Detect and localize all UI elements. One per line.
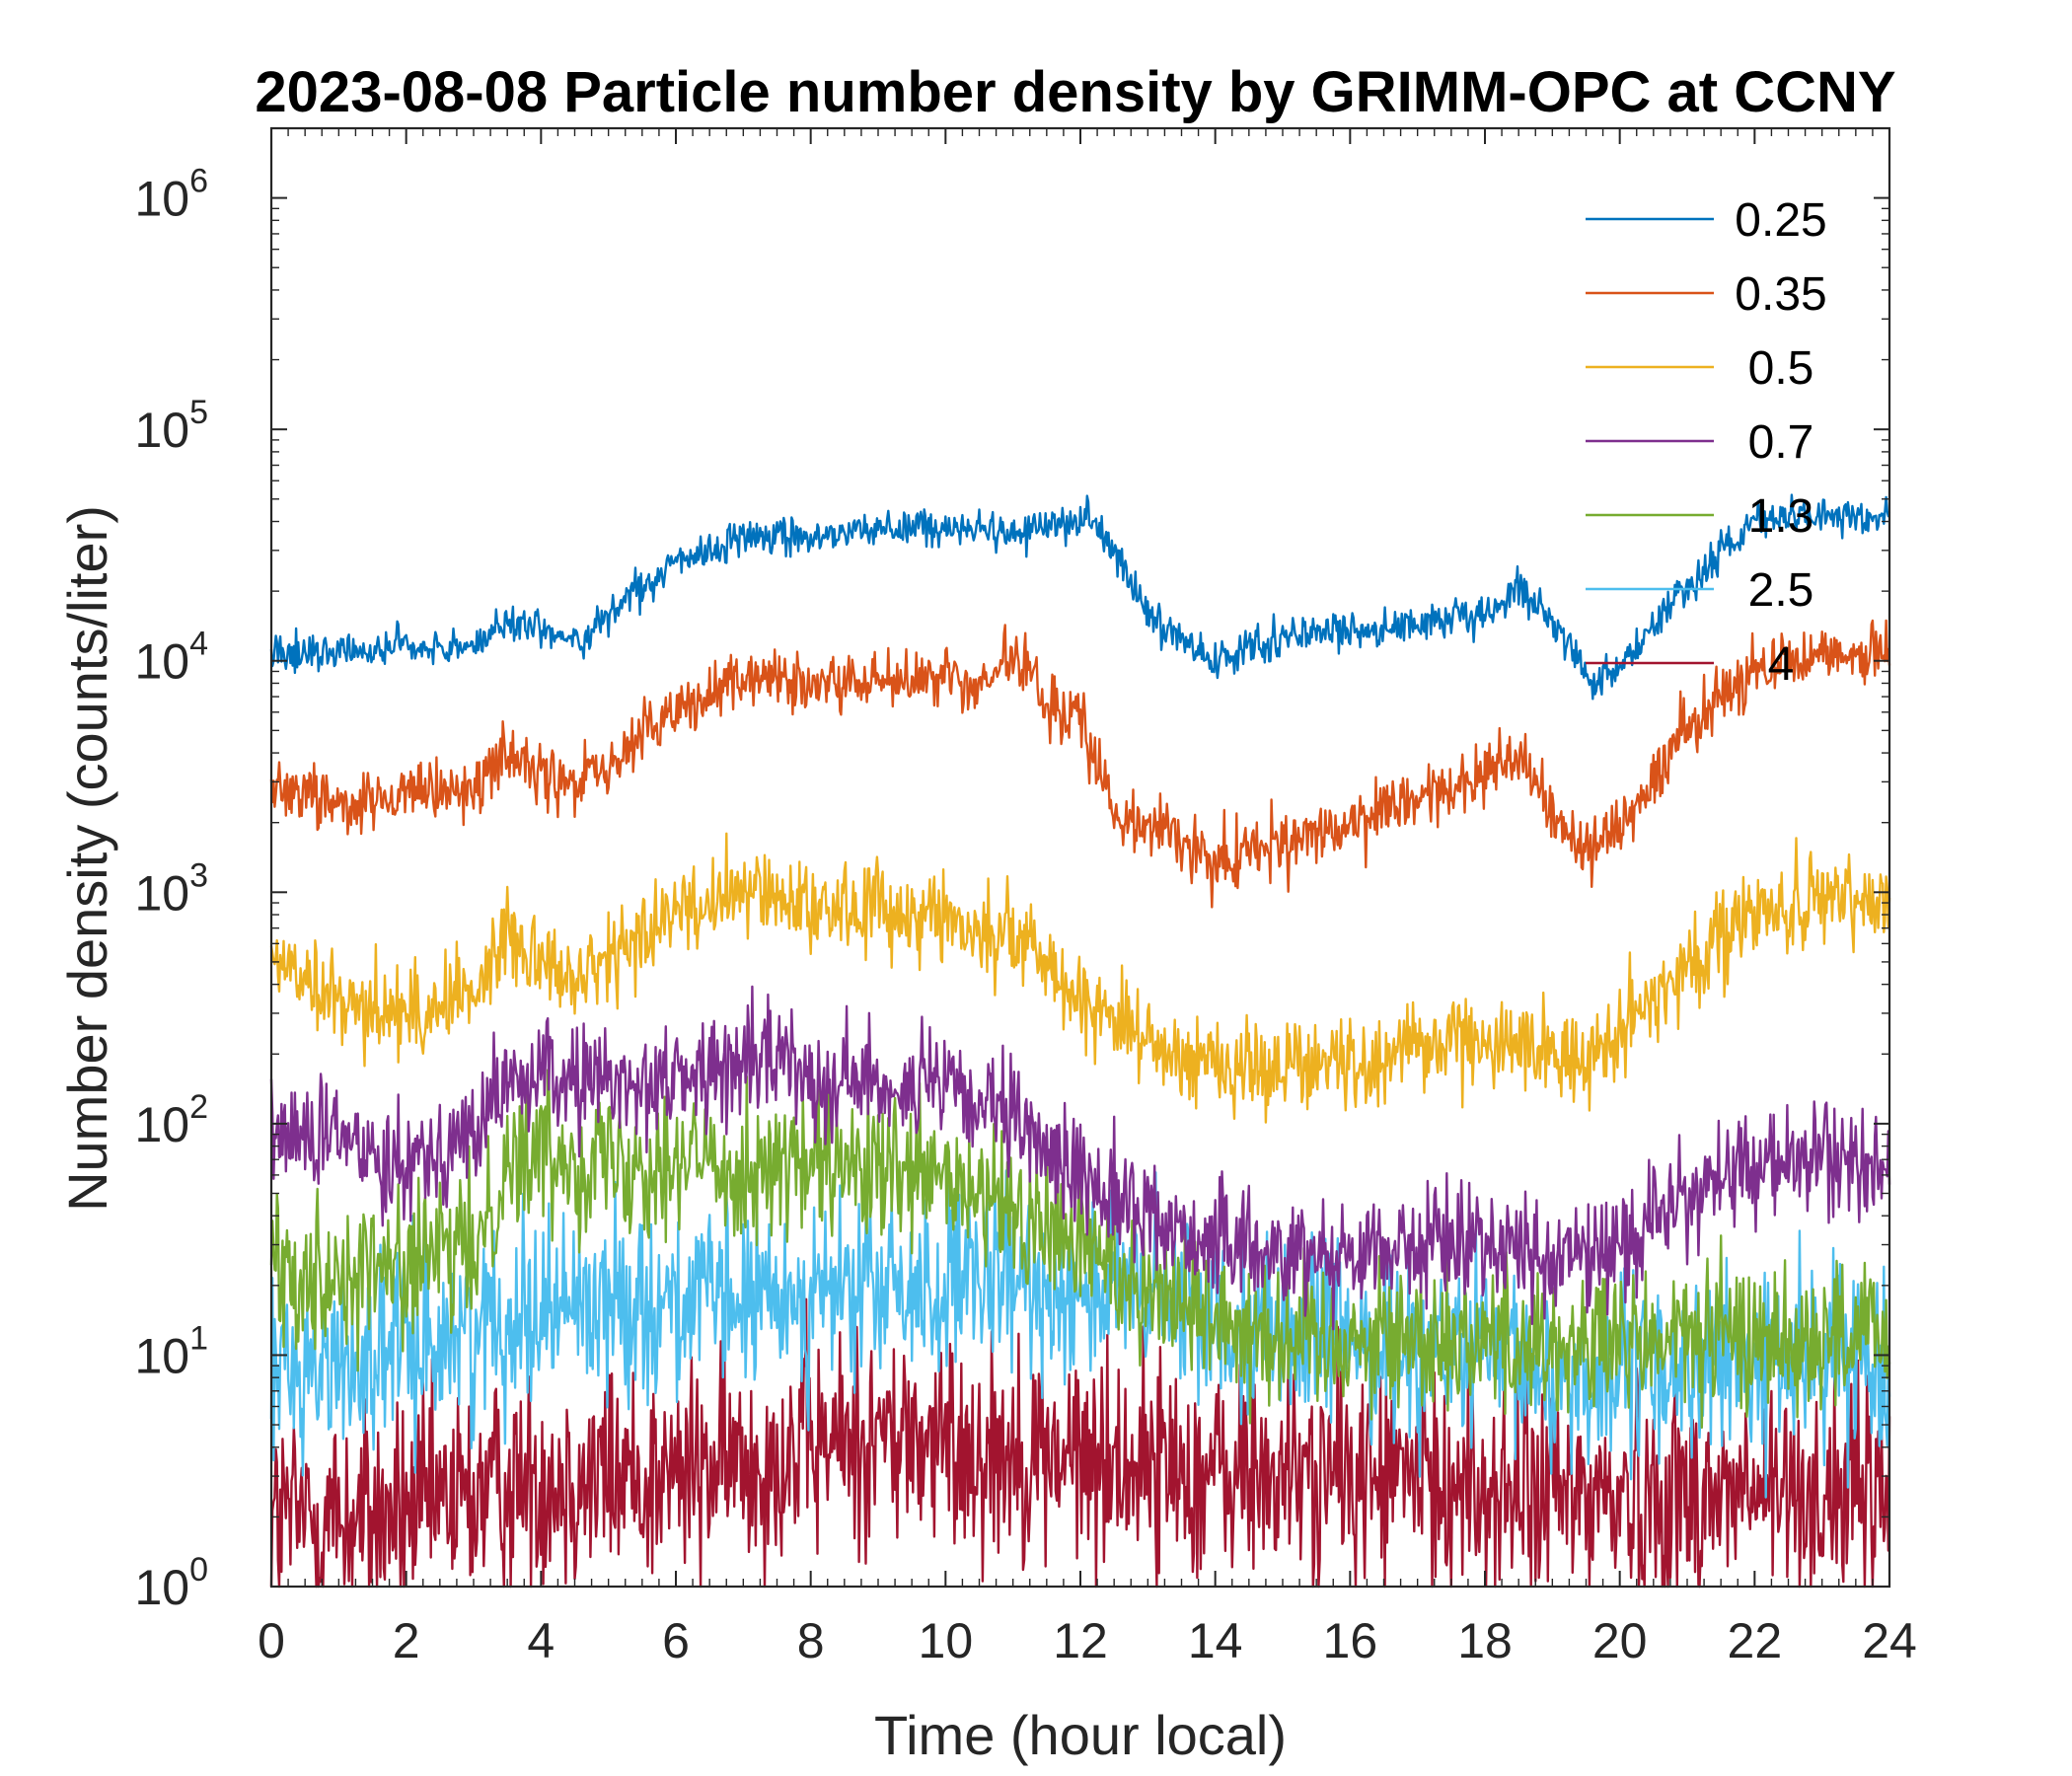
y-tick-label: 101 [134, 1319, 208, 1383]
x-axis-label: Time (hour local) [874, 1704, 1287, 1766]
x-tick-label: 10 [919, 1613, 974, 1668]
x-tick-label: 8 [797, 1613, 825, 1668]
y-tick-exponent: 1 [189, 1319, 208, 1357]
y-tick-exponent: 2 [189, 1088, 208, 1126]
x-tick-label: 14 [1188, 1613, 1243, 1668]
series-line-4 [269, 1295, 1891, 1589]
x-tick-label: 6 [662, 1613, 690, 1668]
legend-label: 0.7 [1748, 416, 1814, 469]
legend-label: 4 [1768, 638, 1795, 691]
x-tick-label: 4 [527, 1613, 555, 1668]
series-line-1-3 [269, 1069, 1891, 1430]
x-tick-label: 0 [258, 1613, 285, 1668]
x-tick-label: 20 [1592, 1613, 1648, 1668]
series-line-0-25 [269, 493, 1891, 701]
legend-label: 2.5 [1748, 564, 1814, 617]
y-tick-exponent: 5 [189, 394, 208, 431]
x-tick-label: 2 [393, 1613, 420, 1668]
plot-series [269, 493, 1891, 1589]
y-tick-exponent: 3 [189, 856, 208, 894]
y-axis-label: Number density (counts/liter) [56, 505, 118, 1212]
x-axis-ticks: 0 2 4 6 8 10 12 14 16 18 20 22 24 [258, 128, 1917, 1668]
series-line-0-35 [269, 619, 1891, 909]
x-tick-label: 22 [1728, 1613, 1783, 1668]
y-tick-exponent: 6 [189, 163, 208, 200]
x-tick-label: 12 [1053, 1613, 1108, 1668]
series-line-0-5 [269, 832, 1891, 1124]
legend-label: 1.3 [1748, 490, 1814, 543]
x-tick-label: 24 [1862, 1613, 1917, 1668]
y-tick-exponent: 4 [189, 626, 208, 663]
chart-title: 2023-08-08 Particle number density by GR… [255, 60, 1895, 124]
x-tick-label: 16 [1323, 1613, 1378, 1668]
legend-label: 0.25 [1735, 194, 1826, 247]
y-tick-label: 104 [134, 626, 208, 690]
x-tick-label: 18 [1457, 1613, 1513, 1668]
legend: 0.25 0.35 0.5 0.7 1.3 2.5 4 [1586, 194, 1827, 691]
legend-label: 0.5 [1748, 342, 1814, 395]
series-line-0-7 [269, 985, 1891, 1331]
legend-label: 0.35 [1735, 268, 1826, 321]
y-tick-exponent: 0 [189, 1551, 208, 1589]
